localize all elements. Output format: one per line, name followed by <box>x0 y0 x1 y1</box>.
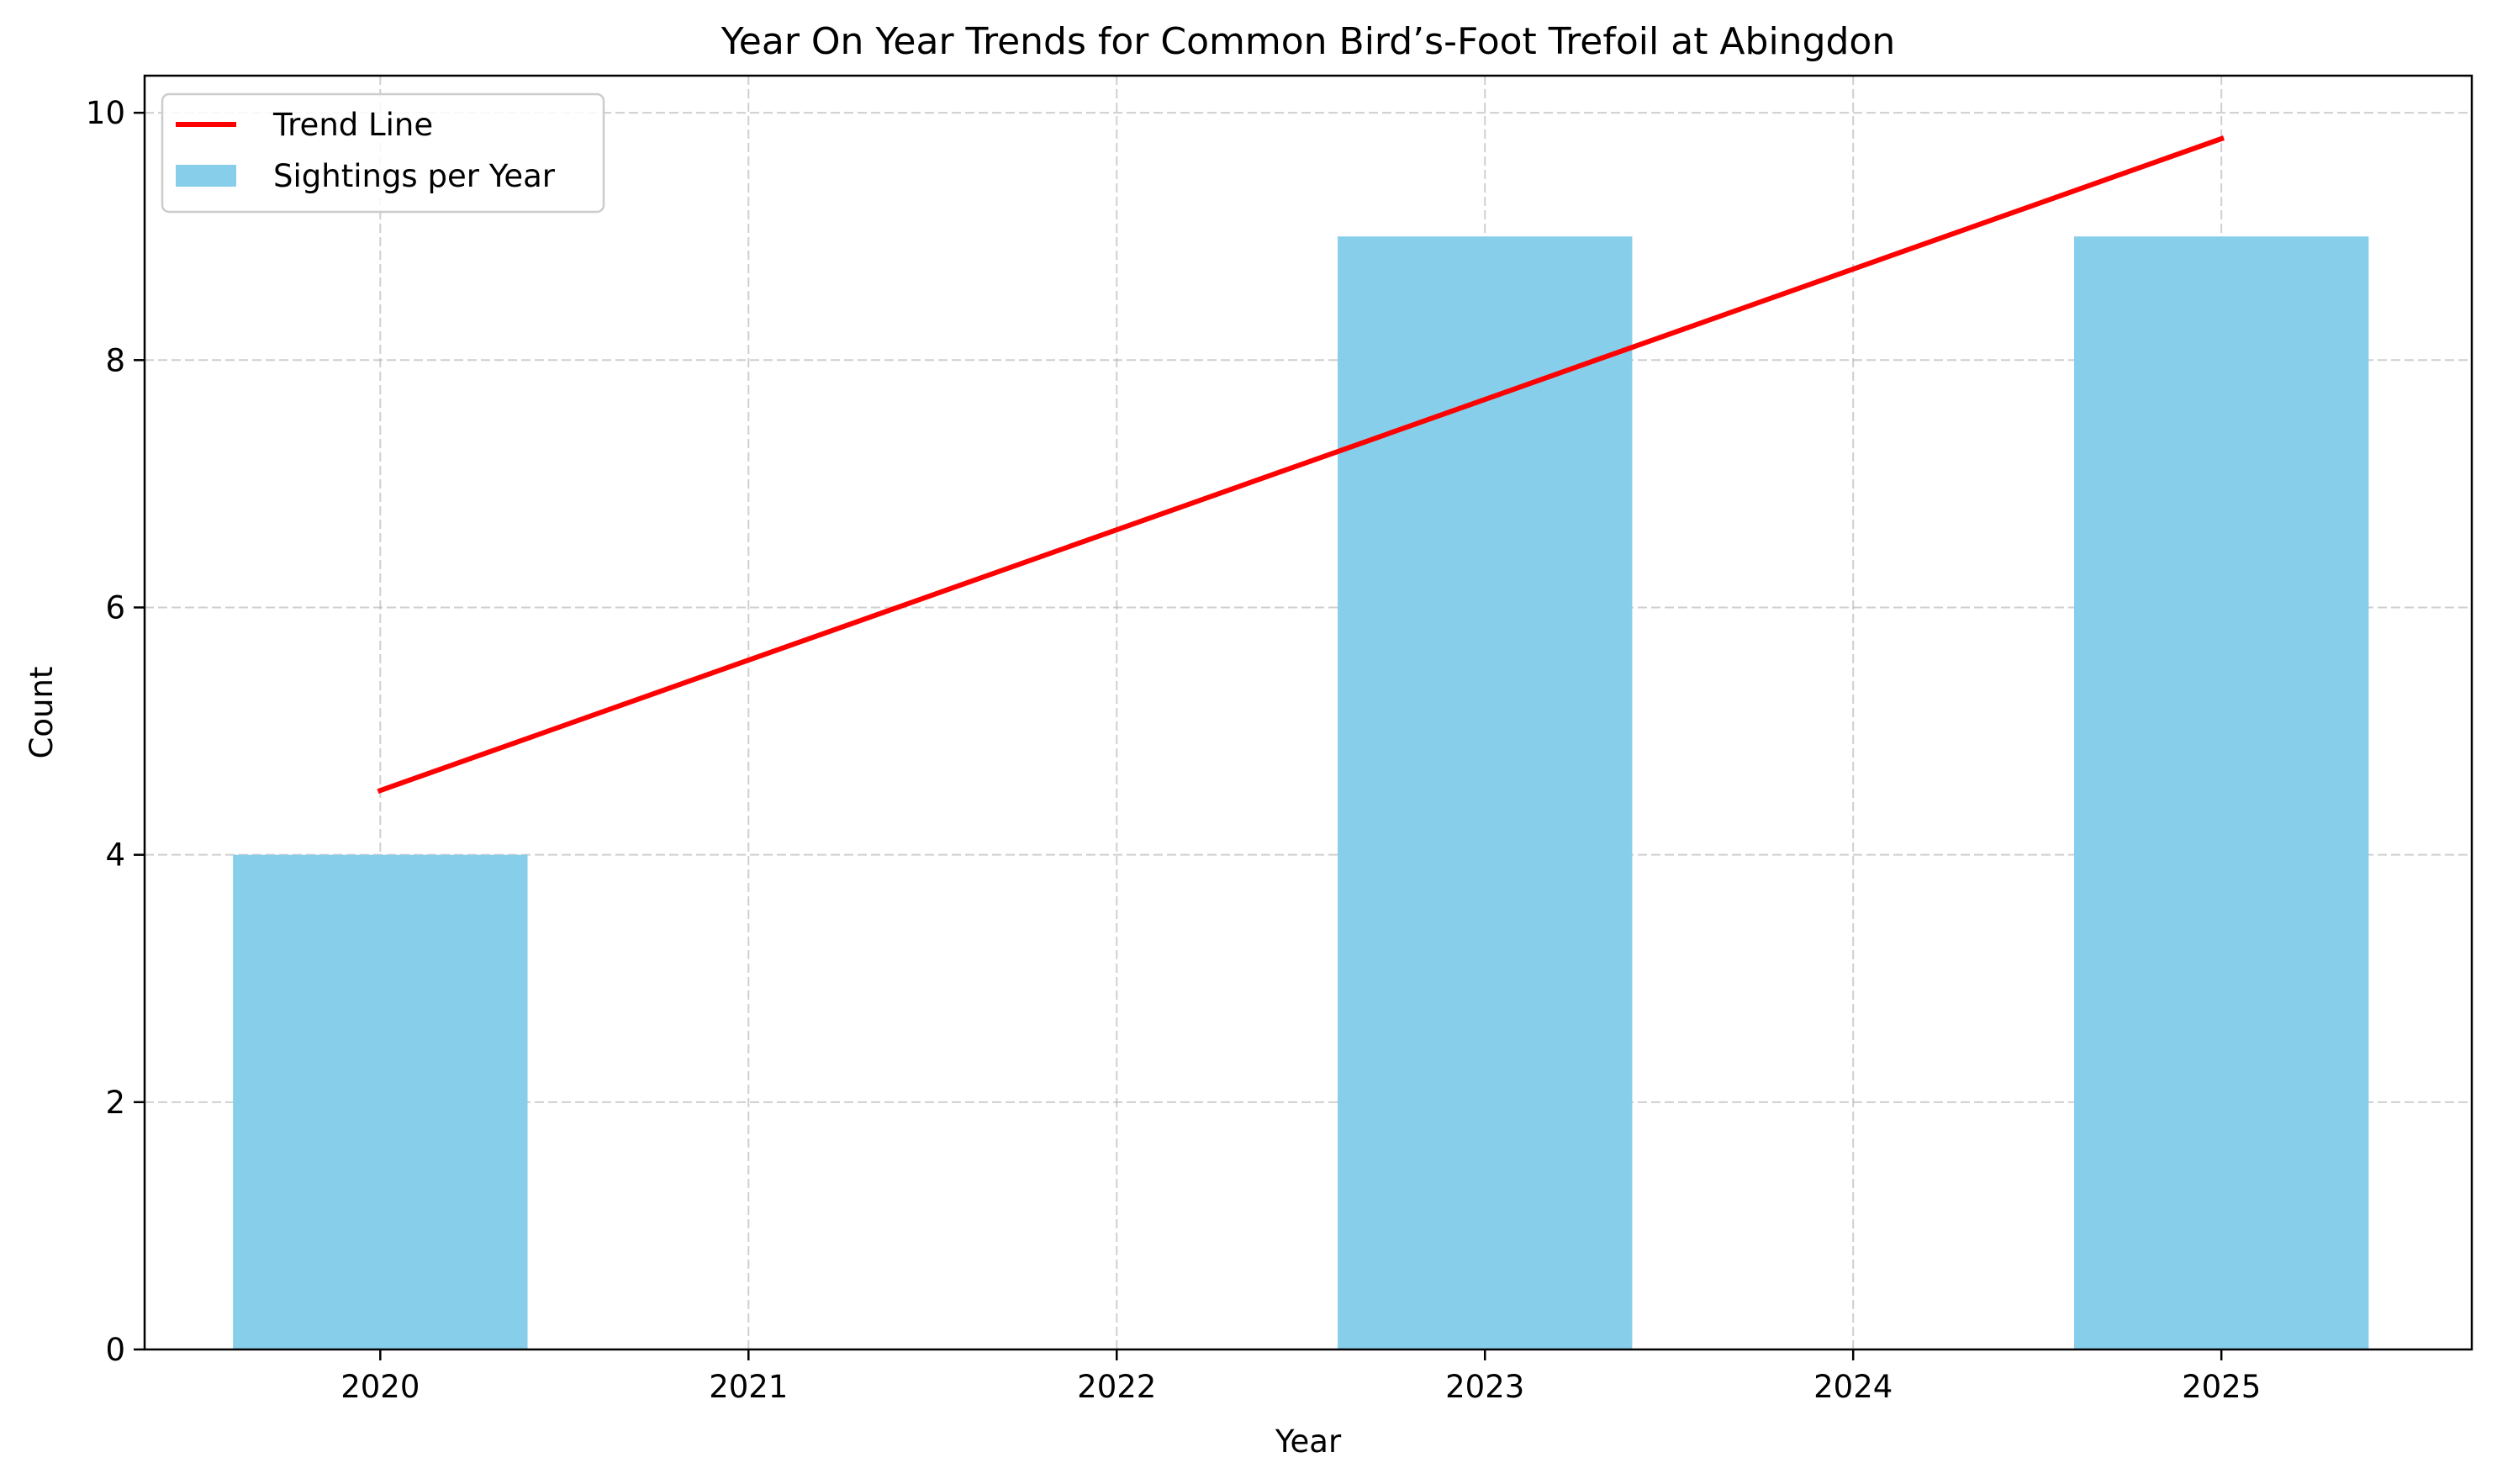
x-tick-label-2022: 2022 <box>1077 1369 1156 1405</box>
legend-box <box>161 92 605 214</box>
x-tick-label-2020: 2020 <box>340 1369 420 1405</box>
y-tick-label-10: 10 <box>86 95 125 131</box>
x-tick-label-2021: 2021 <box>709 1369 788 1405</box>
axis-ticks: 2020 2021 2022 2023 2024 2025 0 2 4 6 8 10 <box>86 95 2261 1405</box>
legend-label-sightings: Sightings per Year <box>273 158 556 194</box>
y-tick-label-8: 8 <box>105 342 125 378</box>
y-tick-label-4: 4 <box>105 837 125 874</box>
y-axis-label: Count <box>24 667 60 759</box>
y-tick-label-6: 6 <box>105 589 125 626</box>
y-tick-label-0: 0 <box>105 1332 125 1368</box>
bar-2025 <box>2073 236 2369 1349</box>
legend-swatch-sightings <box>176 165 236 187</box>
trend-line <box>377 135 2225 794</box>
legend-label-trend-line: Trend Line <box>272 107 433 143</box>
legend: Trend Line Sightings per Year <box>161 92 605 214</box>
bar-2023 <box>1338 236 1633 1349</box>
x-axis-label: Year <box>1275 1423 1342 1460</box>
bar-series <box>233 236 2369 1349</box>
y-tick-label-2: 2 <box>105 1085 125 1121</box>
plot-frame <box>143 74 2473 1351</box>
x-tick-label-2023: 2023 <box>1445 1369 1524 1405</box>
x-tick-label-2024: 2024 <box>1813 1369 1893 1405</box>
bar-2020 <box>233 854 528 1349</box>
x-tick-label-2025: 2025 <box>2182 1369 2261 1405</box>
line-series <box>377 135 2225 794</box>
chart-title: Year On Year Trends for Common Bird’s-Fo… <box>721 20 1895 63</box>
